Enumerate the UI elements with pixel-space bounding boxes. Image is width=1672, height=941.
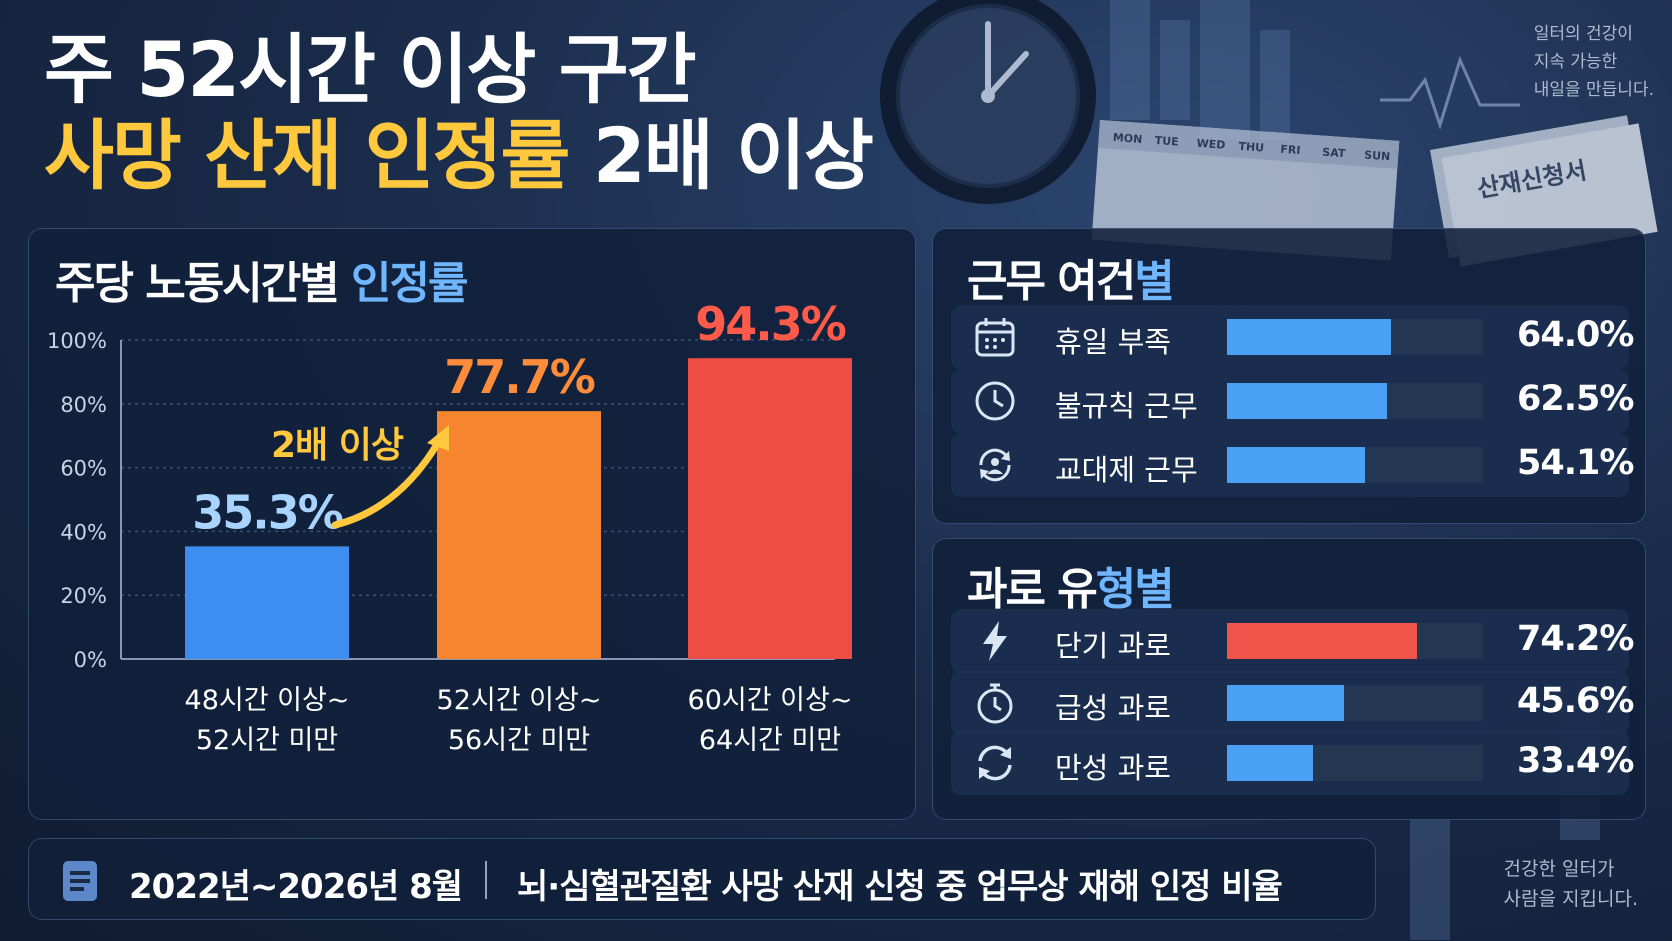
heartbeat-line-decoration [1380,55,1520,130]
bar-3 [688,358,852,659]
hbar-fill [1227,623,1417,659]
work-conditions-panel: 근무 여건별 휴일 부족 64.0% 불규칙 근무 62.5% 교대제 근무 54.1% [932,228,1646,524]
x-category-label: 60시간 이상~ [688,685,853,716]
footer-divider [485,861,487,899]
calendar-day-label: MON [1112,131,1142,146]
bar-value-label: 94.3% [695,297,845,351]
hbar-track [1227,447,1483,483]
hbar-value: 64.0% [1517,315,1634,355]
hbar-label: 단기 과로 [1055,629,1171,663]
calendar-icon [975,318,1015,357]
lightning-icon [983,621,1007,661]
hbar-row: 단기 과로 74.2% [951,609,1634,673]
document-icon [63,861,97,901]
page-title-line1: 주 52시간 이상 구간 [44,25,697,114]
annotation-label: 2배 이상 [271,425,404,466]
page-title-line2: 사망 산재 인정률 2배 이상 [44,118,874,194]
hbar-value: 33.4% [1517,741,1634,781]
calendar-day-label: FRI [1280,143,1301,157]
main-chart-panel: 주당 노동시간별 인정률 100% 80% 60% 40% 20% 0% 35.3% 48시간… [28,228,916,820]
clock-icon [975,381,1015,421]
hbar-row: 교대제 근무 54.1% [951,433,1634,497]
calendar-day-label: WED [1196,137,1226,152]
bar-value-label: 35.3% [192,485,342,539]
side-slogan-bottom: 건강한 일터가 사람을 지킵니다. [1503,858,1638,910]
overwork-type-panel: 과로 유형별 단기 과로 74.2% 급성 과로 45.6% 만성 과로 33.4% [932,538,1646,820]
x-category-label: 52시간 이상~ [437,685,602,716]
hbar-track [1227,745,1483,781]
calendar-day-label: SUN [1364,149,1391,164]
title-highlight: 사망 산재 인정률 [44,111,570,200]
clock-decoration [880,0,1096,204]
y-tick-label: 100% [47,329,107,353]
footer-bar: 2022년~2026년 8월 뇌·심혈관질환 사망 산재 신청 중 업무상 재해… [28,838,1376,920]
svg-text:산재신청서: 산재신청서 [1475,156,1589,203]
hbar-track [1227,623,1483,659]
hbar-track [1227,685,1483,721]
hbar-label: 불규칙 근무 [1055,389,1198,423]
hbar-label: 급성 과로 [1055,691,1171,725]
hbar-fill [1227,383,1387,419]
hbar-row: 급성 과로 45.6% [951,671,1634,735]
hbar-value: 45.6% [1517,681,1634,721]
hbar-row: 만성 과로 33.4% [951,731,1634,795]
bar-value-label: 77.7% [444,350,594,404]
hbar-label: 만성 과로 [1055,751,1171,785]
x-category-label: 52시간 미만 [196,725,338,756]
hbar-fill [1227,685,1344,721]
hbar-row: 휴일 부족 64.0% [951,305,1634,369]
title-rest: 2배 이상 [592,111,874,200]
x-category-label: 56시간 미만 [448,725,590,756]
calendar-day-label: TUE [1154,134,1179,149]
hbar-fill [1227,745,1313,781]
work-conditions-title: 근무 여건별 [967,256,1175,307]
stopwatch-icon [977,683,1013,724]
hbar-value: 74.2% [1517,619,1634,659]
hbar-label: 교대제 근무 [1055,453,1198,487]
hbar-row: 불규칙 근무 62.5% [951,369,1634,433]
hbar-fill [1227,447,1366,483]
increase-annotation: 2배 이상 [271,425,449,529]
hbar-value: 54.1% [1517,443,1634,483]
arrow-head [427,425,449,451]
bar-chart: 100% 80% 60% 40% 20% 0% 35.3% 48시간 이상~ 52시간 미만 77… [47,297,853,756]
hbar-track [1227,383,1483,419]
y-tick-label: 20% [60,584,107,608]
hbar-value: 62.5% [1517,379,1634,419]
overwork-type-title: 과로 유형별 [967,564,1175,615]
x-category-label: 64시간 미만 [699,725,841,756]
main-chart-title: 주당 노동시간별 인정률 [55,258,468,309]
side-slogan-top: 일터의 건강이 지속 가능한 내일을 만듭니다. [1533,24,1654,100]
bar-2 [437,411,601,659]
footer-description: 뇌·심혈관질환 사망 산재 신청 중 업무상 재해 인정 비율 [517,867,1283,907]
bar-1 [185,546,349,659]
x-category-label: 48시간 이상~ [185,685,350,716]
calendar-day-label: SAT [1322,146,1346,161]
cycle-icon [978,745,1012,781]
hbar-fill [1227,319,1391,355]
arrow-line [331,437,443,529]
y-tick-label: 40% [60,520,107,544]
y-tick-label: 80% [60,393,107,417]
y-tick-label: 60% [60,457,107,481]
hbar-track [1227,319,1483,355]
footer-date: 2022년~2026년 8월 [129,867,463,907]
hbar-label: 휴일 부족 [1055,325,1171,359]
shift-rotation-icon [979,448,1011,482]
y-tick-label: 0% [74,648,107,672]
calendar-day-label: THU [1238,140,1265,155]
